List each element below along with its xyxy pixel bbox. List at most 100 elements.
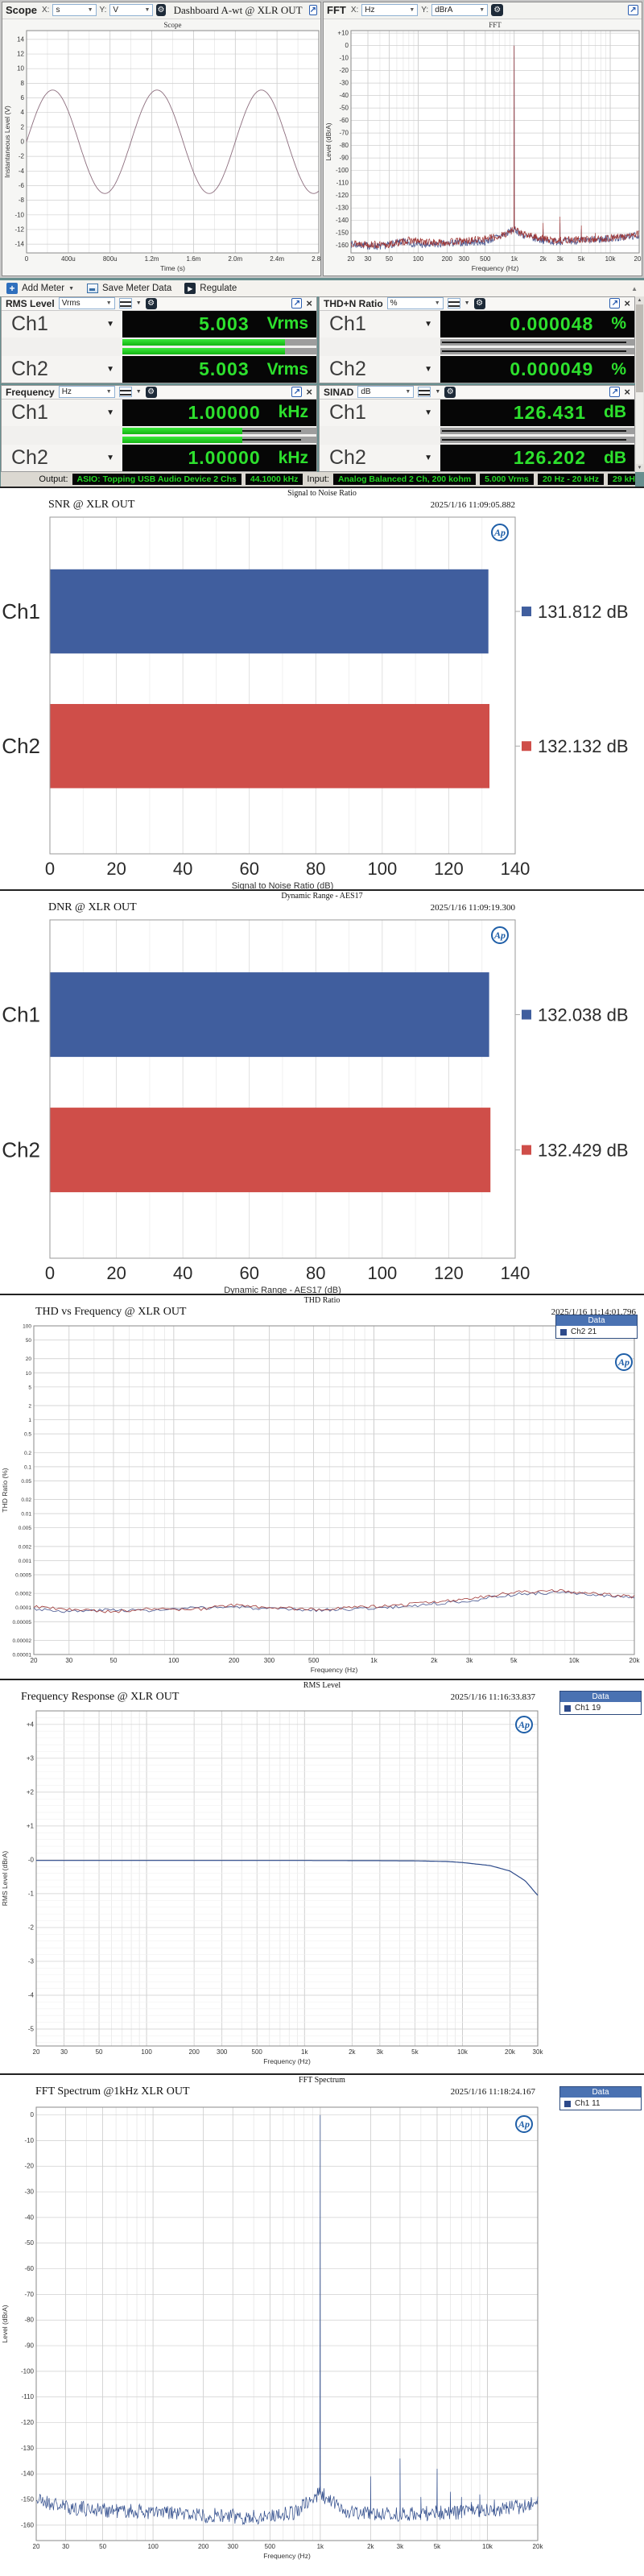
svg-text:50: 50	[99, 2543, 106, 2550]
svg-text:-8: -8	[19, 197, 25, 204]
svg-text:20k: 20k	[634, 255, 642, 263]
sample-rate-badge[interactable]: 44.1000 kHz	[245, 474, 303, 485]
chart-subtitle: FFT Spectrum	[299, 2076, 345, 2085]
svg-text:1: 1	[28, 1418, 31, 1423]
extra-badge[interactable]: 29 kHz	[608, 474, 635, 485]
scope-panel-title: Scope	[6, 4, 38, 17]
channel-selector[interactable]: Ch1 ▼	[2, 399, 122, 426]
channel-selector[interactable]: Ch2 ▼	[320, 445, 440, 471]
output-device-badge[interactable]: ASIO: Topping USB Audio Device 2 Chs	[72, 474, 242, 485]
rms-unit-select[interactable]: Vrms ▼	[58, 297, 115, 310]
external-link-icon[interactable]: ↗	[291, 298, 303, 309]
svg-text:500: 500	[308, 1657, 320, 1664]
meter-display-icon[interactable]	[118, 298, 132, 309]
svg-text:131.812 dB: 131.812 dB	[538, 602, 629, 622]
chevron-down-icon: ▼	[405, 389, 411, 396]
input-config-badge[interactable]: Analog Balanced 2 Ch, 200 kohm	[332, 474, 477, 485]
external-link-icon[interactable]: ↗	[609, 298, 621, 309]
channel-selector[interactable]: Ch2 ▼	[2, 356, 122, 383]
save-meter-data-button[interactable]: Save Meter Data	[87, 284, 171, 293]
scope-chart: 0 400u 800u 1.2m 1.6m 2.0m 2.4m 2.8m 14 12 10 8 6 4 2 0…	[3, 21, 321, 272]
fft-y-unit-select[interactable]: dBrA ▼	[431, 4, 489, 17]
scope-x-unit-select[interactable]: s ▼	[52, 4, 97, 17]
svg-text:0: 0	[31, 2111, 35, 2118]
collapse-icon[interactable]: ▲	[631, 284, 638, 292]
external-link-icon[interactable]: ↗	[609, 387, 621, 398]
meter-display-icon[interactable]	[118, 387, 132, 398]
meter-display-icon[interactable]	[447, 298, 460, 309]
chevron-down-icon[interactable]: ▼	[135, 389, 142, 396]
gear-icon[interactable]: ⚙	[145, 386, 157, 398]
legend-item[interactable]: Ch1 11	[560, 2098, 641, 2110]
close-icon[interactable]: ×	[306, 297, 312, 310]
svg-text:0.00005: 0.00005	[13, 1620, 32, 1626]
chevron-down-icon[interactable]: ▼	[435, 389, 441, 396]
legend-item[interactable]: Ch2 21	[556, 1326, 637, 1338]
svg-text:-40: -40	[24, 2214, 34, 2221]
svg-text:Frequency (Hz): Frequency (Hz)	[263, 2552, 311, 2560]
input-level-badge[interactable]: 5.000 Vrms	[480, 474, 534, 485]
channel-selector[interactable]: Ch1 ▼	[320, 399, 440, 426]
external-link-icon[interactable]: ↗	[628, 5, 638, 16]
svg-text:-120: -120	[336, 192, 349, 199]
ap-logo: Ap	[491, 524, 509, 541]
svg-text:2: 2	[28, 1404, 31, 1410]
thdn-unit-select[interactable]: % ▼	[386, 297, 444, 310]
chevron-down-icon: ▼	[424, 319, 432, 329]
svg-text:-30: -30	[339, 79, 349, 86]
svg-text:-3: -3	[28, 1957, 35, 1965]
gear-icon[interactable]: ⚙	[473, 297, 485, 309]
meter-scrollbar[interactable]: ▲ ▼	[635, 296, 644, 472]
svg-text:10k: 10k	[605, 255, 617, 263]
svg-text:0.5: 0.5	[24, 1432, 31, 1438]
channel-selector[interactable]: Ch2 ▼	[320, 356, 440, 383]
svg-text:100: 100	[413, 255, 424, 263]
chevron-down-icon: ▼	[424, 453, 432, 463]
channel-selector[interactable]: Ch2 ▼	[2, 445, 122, 471]
svg-text:20k: 20k	[505, 2048, 516, 2056]
close-icon[interactable]: ×	[624, 297, 630, 310]
bandwidth-badge[interactable]: 20 Hz - 20 kHz	[537, 474, 604, 485]
meter-title: THD+N Ratio	[324, 297, 383, 309]
add-meter-button[interactable]: + Add Meter ▼	[6, 283, 74, 294]
svg-text:-90: -90	[339, 155, 349, 162]
sinad-unit-select[interactable]: dB ▼	[357, 386, 415, 399]
chevron-down-icon[interactable]: ▼	[135, 300, 142, 307]
meter-row: Ch1 ▼ 5.003 Vrms	[2, 310, 316, 338]
thdn-ratio-meter: THD+N Ratio % ▼ ▼ ⚙ ↗ × Ch1 ▼ 0.000048% Ch…	[319, 296, 635, 383]
svg-text:12: 12	[17, 50, 24, 57]
scroll-up-icon[interactable]: ▲	[637, 298, 642, 303]
meter-display: 0.000048%	[440, 310, 634, 338]
svg-text:0.001: 0.001	[19, 1559, 32, 1564]
fft-x-unit-select[interactable]: Hz ▼	[361, 4, 419, 17]
meter-row: Ch2 ▼ 1.00000 kHz	[2, 445, 316, 471]
x-axis-label: X:	[350, 6, 359, 15]
frequency-response-chart: 20 30 50 100 200 300 500 1k 2k 3k 5k 10k 20k 30k +4 +3 +…	[1, 1710, 543, 2065]
svg-text:40: 40	[173, 1263, 192, 1283]
svg-text:+1: +1	[27, 1822, 35, 1829]
svg-text:50: 50	[386, 255, 393, 263]
channel-selector[interactable]: Ch1 ▼	[320, 310, 440, 338]
svg-text:1k: 1k	[370, 1657, 378, 1664]
close-icon[interactable]: ×	[306, 386, 312, 399]
svg-text:50: 50	[110, 1657, 118, 1664]
scope-y-unit-select[interactable]: V ▼	[109, 4, 154, 17]
external-link-icon[interactable]: ↗	[291, 387, 303, 398]
legend-item[interactable]: Ch1 19	[560, 1702, 641, 1714]
gear-icon[interactable]: ⚙	[156, 4, 166, 17]
gear-icon[interactable]: ⚙	[491, 4, 504, 17]
svg-text:100: 100	[367, 1263, 397, 1283]
gear-icon[interactable]: ⚙	[145, 297, 157, 309]
svg-text:2.8m: 2.8m	[312, 255, 321, 263]
regulate-button[interactable]: ▶ Regulate	[184, 283, 237, 294]
scroll-down-icon[interactable]: ▼	[637, 466, 642, 470]
chevron-down-icon[interactable]: ▼	[464, 300, 470, 307]
chart-subtitle: Signal to Noise Ratio	[287, 489, 357, 498]
meter-display-icon[interactable]	[418, 387, 431, 398]
external-link-icon[interactable]: ↗	[308, 5, 318, 16]
channel-selector[interactable]: Ch1 ▼	[2, 310, 122, 338]
close-icon[interactable]: ×	[624, 386, 630, 399]
gear-icon[interactable]: ⚙	[444, 386, 456, 398]
scrollbar-thumb[interactable]	[636, 304, 643, 392]
freq-unit-select[interactable]: Hz ▼	[58, 386, 115, 399]
